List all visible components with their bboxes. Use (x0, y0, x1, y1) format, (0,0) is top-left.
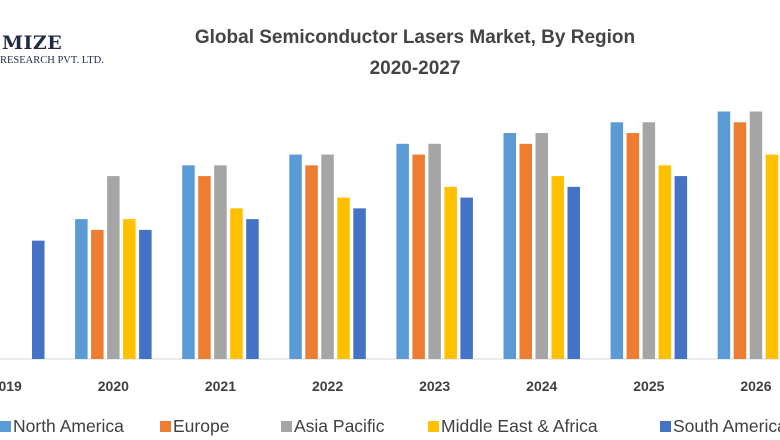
bar-north-america-2025 (610, 122, 624, 359)
x-tick-label-2024: 2024 (526, 378, 557, 394)
bar-europe-2026 (733, 122, 747, 359)
bar-europe-2025 (626, 133, 640, 359)
bar-asia-pacific-2021 (214, 165, 227, 359)
bar-chart: 2019 2020 2021 2022 2023 2024 2025 2026 (0, 111, 780, 394)
bar-south-america-2021 (246, 219, 259, 359)
bar-south-america-2025 (674, 176, 688, 359)
bar-europe-2021 (198, 176, 211, 359)
bar-south-america-2024 (567, 186, 580, 359)
bar-asia-pacific-2024 (535, 133, 548, 359)
logo-subtitle-text: RESEARCH PVT. LTD. (0, 55, 104, 66)
x-tick-label-2022: 2022 (312, 378, 343, 394)
bar-south-america-2019 (32, 240, 45, 359)
x-tick-label-2021: 2021 (205, 378, 236, 394)
x-tick-label-2026: 2026 (740, 378, 771, 394)
bar-south-america-2022 (353, 208, 366, 359)
logo-brand-text: MIZE (2, 32, 63, 54)
bar-north-america-2020 (75, 219, 88, 359)
bar-europe-2022 (305, 165, 318, 359)
chart-title: Global Semiconductor Lasers Market, By R… (194, 27, 636, 48)
bar-asia-pacific-2020 (107, 176, 120, 359)
legend-label: Asia Pacific (294, 416, 385, 436)
legend-swatch (281, 421, 292, 432)
legend-swatch (660, 421, 671, 432)
bar-north-america-2022 (289, 154, 302, 359)
bar-middle-east-africa-2025 (658, 165, 672, 359)
legend-swatch (428, 421, 439, 432)
bar-middle-east-africa-2020 (123, 219, 136, 359)
bar-middle-east-africa-2023 (444, 186, 457, 359)
bar-north-america-2024 (503, 133, 516, 359)
company-logo: MIZE RESEARCH PVT. LTD. (0, 34, 104, 67)
x-tick-label-2020: 2020 (98, 378, 129, 394)
x-tick-label-2025: 2025 (633, 378, 664, 394)
bar-south-america-2020 (139, 229, 152, 359)
bar-middle-east-africa-2026 (765, 154, 779, 359)
legend-swatch (160, 421, 171, 432)
legend-label: Europe (173, 416, 230, 436)
bar-north-america-2023 (396, 143, 409, 359)
bar-europe-2024 (519, 143, 532, 359)
bar-middle-east-africa-2022 (337, 197, 350, 359)
bar-asia-pacific-2025 (642, 122, 656, 359)
legend-swatch (0, 421, 11, 432)
bar-middle-east-africa-2024 (551, 176, 564, 359)
chart-legend: North America Europe Asia Pacific Middle Ea… (0, 412, 780, 440)
bar-north-america-2021 (182, 165, 195, 359)
legend-label: South America (673, 416, 780, 436)
bar-europe-2023 (412, 154, 425, 359)
legend-label: Middle East & Africa (441, 416, 598, 436)
bar-asia-pacific-2023 (428, 143, 441, 359)
bar-middle-east-africa-2021 (230, 208, 243, 359)
bar-europe-2020 (91, 229, 104, 359)
bar-asia-pacific-2022 (321, 154, 334, 359)
x-tick-label-2023: 2023 (419, 378, 450, 394)
chart-subtitle-years: 2020-2027 (369, 58, 461, 79)
bar-south-america-2023 (460, 197, 473, 359)
bar-north-america-2026 (717, 111, 731, 360)
bar-asia-pacific-2026 (749, 111, 763, 360)
x-tick-label-2019: 2019 (0, 378, 22, 394)
legend-label: North America (13, 416, 124, 436)
